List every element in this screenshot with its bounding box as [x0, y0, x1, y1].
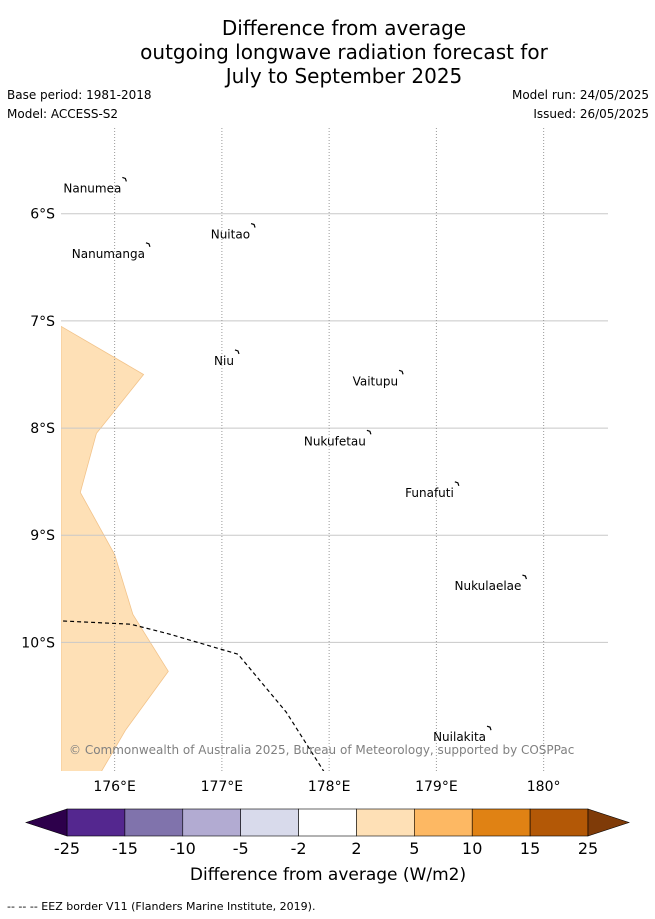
colorbar-extend-high [587, 808, 630, 837]
model-run: Model run: 24/05/2025 [511, 88, 649, 102]
colorbar-segment [298, 808, 357, 837]
island-label: Nanumanga [72, 247, 145, 261]
lon-tick-label: 177°E [201, 779, 244, 795]
forecast-map: Nanumea Nuitao Nanumanga Niu Vaitupu Nukufeta… [21, 128, 608, 795]
lon-tick-label: 178°E [308, 779, 351, 795]
lon-tick-label: 176°E [93, 779, 136, 795]
eez-border [63, 620, 325, 771]
island-label: Nuitao [211, 228, 250, 242]
colorbar-label: Difference from average (W/m2) [190, 865, 466, 885]
lat-tick-label: 8°S [30, 421, 55, 437]
island-label: Nanumea [63, 181, 121, 195]
anomaly-region [61, 325, 169, 771]
lat-tick-label: 9°S [30, 528, 55, 544]
base-period: Base period: 1981-2018 [7, 88, 152, 102]
colorbar-segment [240, 808, 299, 837]
lon-tick-label: 180° [527, 779, 561, 795]
copyright-notice: © Commonwealth of Australia 2025, Bureau… [69, 743, 574, 757]
island-label: Nukulaelae [454, 579, 521, 593]
colorbar-segment [529, 808, 589, 837]
colorbar-tick-label: -15 [112, 839, 138, 858]
island-marker [250, 222, 256, 228]
island-label: Nukufetau [304, 434, 366, 448]
island-marker [522, 574, 527, 580]
colorbar-segment [471, 808, 531, 837]
colorbar-tick-label: -25 [54, 839, 80, 858]
colorbar-tick-label: -5 [233, 839, 249, 858]
colorbar-tick-label: 2 [351, 839, 361, 858]
island-marker [486, 725, 492, 731]
colorbar-tick-label: 10 [462, 839, 482, 858]
colorbar-segment [182, 808, 241, 837]
model-name: Model: ACCESS-S2 [7, 107, 119, 121]
island-label: Funafuti [405, 486, 454, 500]
issued-date: Issued: 26/05/2025 [533, 107, 649, 121]
eez-footnote: -- -- -- EEZ border V11 (Flanders Marine… [7, 900, 316, 913]
colorbar-tick-label: -10 [170, 839, 196, 858]
map-plot-area: Nanumea Nuitao Nanumanga Niu Vaitupu Nukufeta… [61, 128, 608, 771]
island-label: Niu [214, 354, 234, 368]
island-marker [398, 369, 404, 375]
chart-title: Difference from average outgoing longwav… [0, 16, 655, 88]
lon-tick-label: 179°E [415, 779, 458, 795]
colorbar-segment [66, 808, 126, 837]
island-label: Vaitupu [353, 374, 399, 388]
colorbar-segment [124, 808, 184, 837]
colorbar-extend-low [25, 808, 68, 837]
lat-tick-label: 10°S [21, 635, 55, 651]
colorbar-tick-label: -2 [291, 839, 307, 858]
title-line-1: Difference from average [221, 16, 467, 40]
island-marker [234, 349, 240, 355]
island-marker [454, 481, 460, 486]
island-marker [366, 429, 372, 435]
colorbar-tick-label: 5 [409, 839, 419, 858]
island-label: Nuilakita [433, 730, 486, 744]
title-line-2: outgoing longwave radiation forecast for [140, 40, 548, 64]
island-marker [122, 176, 127, 182]
lat-tick-label: 7°S [30, 314, 55, 330]
colorbar-segment [356, 808, 415, 837]
colorbar-tick-label: 25 [578, 839, 598, 858]
lat-tick-label: 6°S [30, 207, 55, 223]
colorbar-tick-label: 15 [520, 839, 540, 858]
colorbar-segment [414, 808, 473, 837]
title-line-3: July to September 2025 [225, 64, 463, 88]
island-marker [145, 242, 151, 248]
